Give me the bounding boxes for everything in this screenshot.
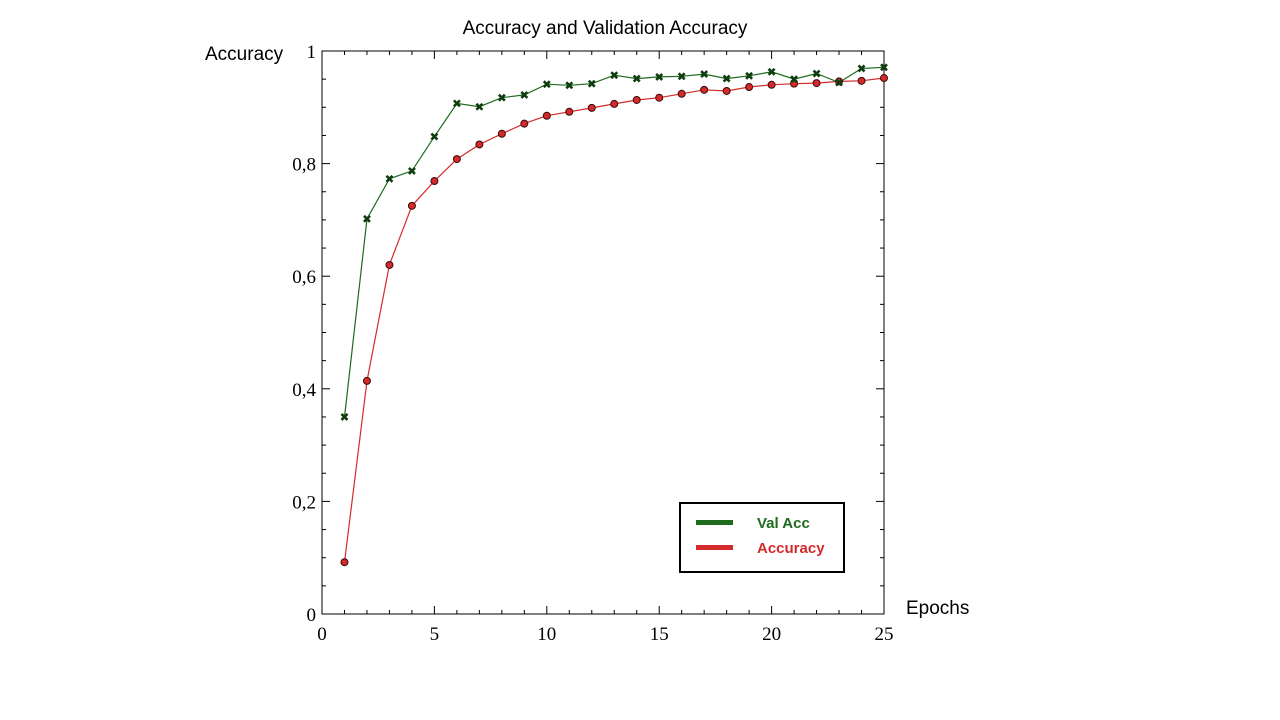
val-acc-point — [857, 64, 866, 73]
val-acc-point — [385, 174, 394, 183]
tick-labels: 0 5 10 15 20 25 0 0,2 0,4 0,6 0,8 1 — [292, 42, 893, 645]
accuracy-point — [475, 140, 484, 149]
accuracy-point — [385, 260, 394, 269]
val-acc-point — [610, 71, 619, 80]
val-acc-point — [790, 75, 798, 84]
val-acc-point — [542, 80, 551, 89]
val-acc-point — [363, 214, 371, 223]
accuracy-point — [677, 89, 686, 98]
val-acc-point — [340, 413, 349, 421]
val-acc-point — [497, 93, 506, 102]
legend-label-val-acc: Val Acc — [757, 515, 810, 532]
accuracy-point — [632, 95, 641, 104]
val-acc-point — [587, 79, 596, 88]
accuracy-point — [812, 79, 821, 88]
accuracy-point — [700, 85, 709, 94]
val-acc-point — [812, 69, 821, 78]
accuracy-point — [587, 103, 596, 112]
accuracy-point — [497, 129, 506, 138]
val-acc-point — [430, 132, 439, 141]
val-acc-point — [565, 81, 574, 90]
x-tick-label: 5 — [430, 624, 440, 645]
val-acc-point — [408, 166, 416, 175]
accuracy-point — [407, 201, 416, 210]
y-tick-label: 0,2 — [292, 492, 316, 513]
legend-box — [679, 502, 845, 573]
accuracy-point — [722, 86, 731, 95]
y-tick-label: 1 — [307, 42, 317, 63]
accuracy-point — [340, 558, 349, 567]
accuracy-point — [857, 76, 866, 85]
y-tick-label: 0,8 — [292, 155, 316, 176]
val-acc-point — [745, 71, 754, 80]
val-acc-point — [452, 99, 461, 108]
legend: Val Acc Accuracy — [679, 502, 845, 573]
series-markers — [340, 63, 888, 567]
accuracy-point — [520, 119, 529, 128]
val-acc-point — [632, 74, 641, 83]
x-tick-label: 20 — [762, 624, 781, 645]
x-tick-label: 25 — [875, 624, 894, 645]
accuracy-point — [362, 376, 371, 385]
val-acc-point — [677, 72, 686, 81]
series-lines — [343, 66, 885, 563]
chart-title: Accuracy and Validation Accuracy — [463, 18, 748, 39]
accuracy-point — [655, 93, 664, 102]
x-axis-label: Epochs — [906, 598, 969, 619]
legend-label-accuracy: Accuracy — [757, 540, 825, 557]
val-acc-point — [835, 78, 843, 87]
accuracy-point — [745, 83, 754, 92]
series-line-val-acc — [343, 66, 885, 418]
accuracy-point — [430, 177, 439, 186]
val-acc-point — [722, 74, 731, 83]
y-axis-label: Accuracy — [205, 44, 284, 65]
val-acc-point — [655, 72, 664, 81]
accuracy-point — [610, 99, 619, 108]
val-acc-point — [880, 63, 888, 72]
val-acc-point — [767, 67, 776, 76]
accuracy-point — [452, 155, 461, 164]
accuracy-point — [542, 111, 551, 120]
x-tick-label: 10 — [537, 624, 556, 645]
legend-swatch-accuracy — [696, 545, 733, 550]
val-acc-point — [475, 102, 484, 111]
y-tick-label: 0 — [307, 605, 317, 626]
y-tick-label: 0,6 — [292, 267, 316, 288]
val-acc-point — [700, 70, 709, 79]
val-acc-point — [520, 90, 529, 99]
x-tick-label: 15 — [650, 624, 669, 645]
axis-ticks — [322, 51, 884, 614]
y-tick-label: 0,4 — [292, 380, 316, 401]
accuracy-point — [767, 80, 776, 89]
accuracy-point — [880, 74, 888, 83]
legend-swatch-val-acc — [696, 520, 733, 525]
x-tick-label: 0 — [317, 624, 327, 645]
accuracy-point — [565, 107, 574, 116]
